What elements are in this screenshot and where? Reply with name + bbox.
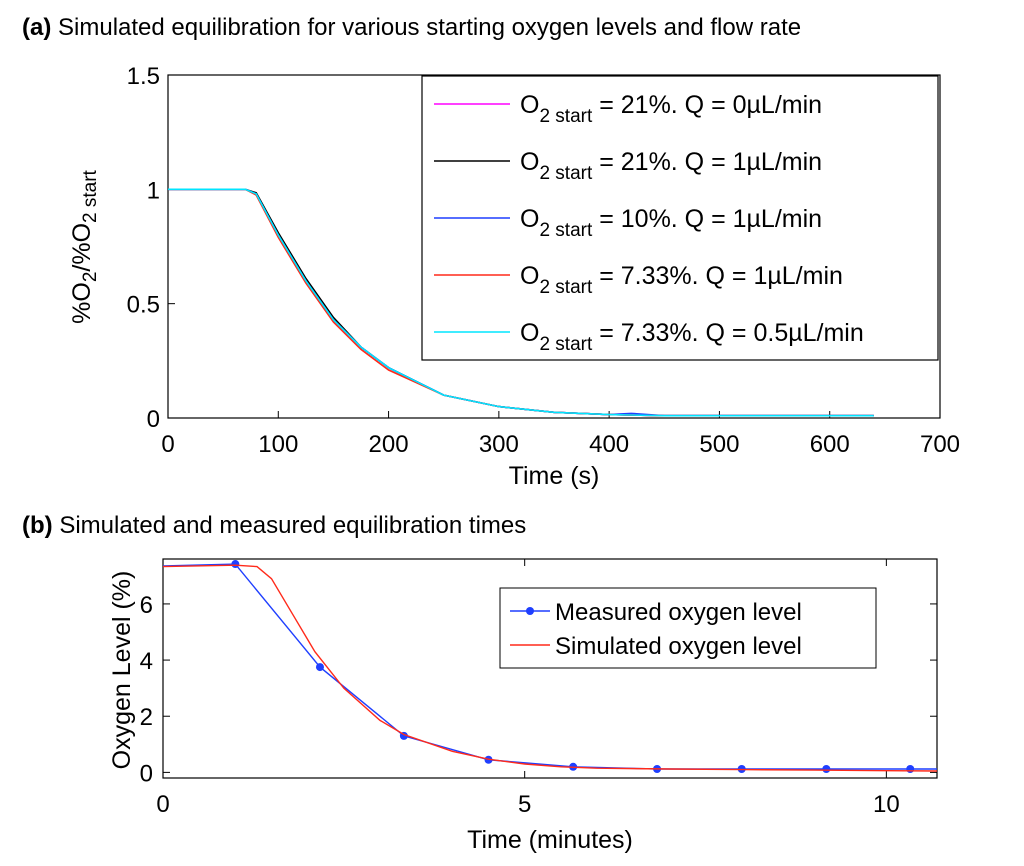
measured-point-0 xyxy=(231,560,240,569)
panel-b-title: (b) Simulated and measured equilibration… xyxy=(22,512,526,540)
legend-a-entry-0: O2 start = 21%. Q = 0µL/min xyxy=(520,91,822,127)
x-tick-label-a-7: 700 xyxy=(920,431,960,458)
y-tick-label-a-2: 1 xyxy=(147,177,160,204)
x-tick-label-a-0: 0 xyxy=(161,431,174,458)
measured-point-8 xyxy=(906,765,915,774)
y-tick-label-b-2: 4 xyxy=(140,648,153,675)
series-b-simulated-line xyxy=(162,564,938,772)
x-axis-label-a: Time (s) xyxy=(509,462,600,490)
legend-b-marker-measured xyxy=(526,607,534,615)
y-tick-label-b-0: 0 xyxy=(140,760,153,787)
measured-point-1 xyxy=(315,663,324,672)
legend-a-entry-3: O2 start = 7.33%. Q = 1µL/min xyxy=(520,262,843,298)
chart-b-frame xyxy=(162,558,938,779)
x-axis-label-b: Time (minutes) xyxy=(467,826,633,854)
legend-a-entry-1: O2 start = 21%. Q = 1µL/min xyxy=(520,148,822,184)
y-tick-label-b-3: 6 xyxy=(140,592,153,619)
panel-a-label: (a) xyxy=(22,14,52,41)
x-tick-label-a-1: 100 xyxy=(258,431,298,458)
x-tick-label-b-0: 0 xyxy=(156,791,169,818)
legend-b-entry-measured: Measured oxygen level xyxy=(555,599,802,626)
panel-b-title-text: Simulated and measured equilibration tim… xyxy=(59,512,527,539)
x-tick-label-a-4: 400 xyxy=(589,431,629,458)
legend-b-box xyxy=(499,587,877,669)
legend-a-entry-4: O2 start = 7.33%. Q = 0.5µL/min xyxy=(520,319,864,355)
x-tick-label-a-2: 200 xyxy=(369,431,409,458)
chart-a: 0 100 200 300 400 500 600 700 0 0.5 1 1.5 Time (s) %O… xyxy=(68,63,960,490)
chart-a-frame xyxy=(167,74,941,419)
y-axis-label-b: Oxygen Level (%) xyxy=(108,571,136,770)
series-a-line-4 xyxy=(168,188,874,417)
y-tick-label-a-0: 0 xyxy=(147,406,160,433)
x-tick-label-b-1: 5 xyxy=(518,791,531,818)
y-tick-label-b-1: 2 xyxy=(140,704,153,731)
panel-b-label: (b) xyxy=(22,512,53,539)
x-tick-label-a-6: 600 xyxy=(810,431,850,458)
panel-a-title-text: Simulated equilibration for various star… xyxy=(58,14,802,41)
y-tick-label-a-1: 0.5 xyxy=(127,292,160,319)
x-tick-label-a-5: 500 xyxy=(699,431,739,458)
legend-a-entry-2: O2 start = 10%. Q = 1µL/min xyxy=(520,205,822,241)
measured-point-7 xyxy=(822,765,831,774)
panel-a-title: (a) Simulated equilibration for various … xyxy=(22,14,801,42)
x-tick-label-b-2: 10 xyxy=(873,791,900,818)
y-tick-label-a-3: 1.5 xyxy=(127,63,160,90)
y-axis-label-a: %O2/%O2 start xyxy=(68,169,101,323)
x-tick-label-a-3: 300 xyxy=(479,431,519,458)
legend-b-entry-simulated: Simulated oxygen level xyxy=(555,633,802,660)
